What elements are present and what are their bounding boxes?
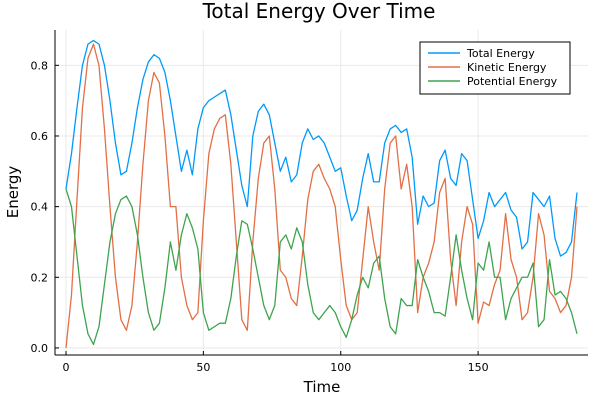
x-tick-label: 0 [62, 361, 69, 374]
axes [54, 30, 588, 356]
legend: Total Energy Kinetic Energy Potential En… [419, 41, 571, 95]
series-line-potential-energy [65, 188, 578, 346]
legend-label-total-energy: Total Energy [466, 47, 535, 60]
y-tick-label: 0.0 [31, 342, 49, 355]
x-tick-label: 50 [196, 361, 210, 374]
y-tick-label: 0.4 [31, 201, 49, 214]
x-tick-label: 150 [468, 361, 489, 374]
y-tick-label: 0.8 [31, 59, 49, 72]
series-line-kinetic-energy [65, 43, 578, 348]
y-tick-label: 0.6 [31, 130, 49, 143]
legend-label-kinetic-energy: Kinetic Energy [467, 61, 547, 74]
legend-label-potential-energy: Potential Energy [467, 75, 558, 88]
x-tick-label: 100 [330, 361, 351, 374]
tick-labels: 0 50 100 150 0.0 0.2 0.4 0.6 0.8 [31, 59, 489, 374]
series-group [65, 39, 578, 348]
y-tick-label: 0.2 [31, 271, 49, 284]
x-axis-label: Time [303, 378, 341, 396]
series-line-total-energy [65, 39, 578, 257]
y-axis-label: Energy [4, 166, 22, 219]
legend-box [419, 41, 571, 95]
chart-title: Total Energy Over Time [202, 0, 436, 23]
